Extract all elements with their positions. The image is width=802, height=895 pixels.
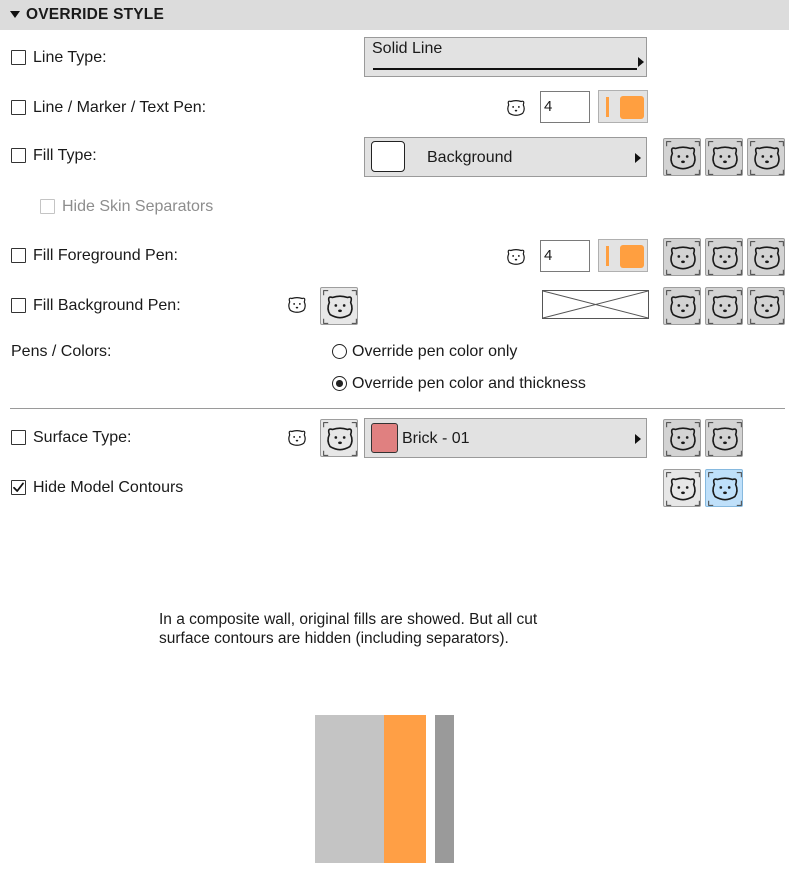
fill-bg-pen-label: Fill Background Pen: <box>33 297 181 314</box>
wall-preview <box>315 715 454 863</box>
bear-toggle-3[interactable] <box>747 138 785 176</box>
hide-contours-checkbox[interactable] <box>11 480 26 495</box>
surface-swatch <box>371 423 398 453</box>
bear-toggle-2[interactable] <box>705 419 743 457</box>
line-type-value: Solid Line <box>372 40 443 57</box>
bear-toggle-2[interactable] <box>705 287 743 325</box>
bear-toggle-1[interactable] <box>663 469 701 507</box>
chevron-right-icon <box>638 57 644 67</box>
hide-contours-label: Hide Model Contours <box>33 479 184 496</box>
bear-toggle-1[interactable] <box>663 419 701 457</box>
bear-toggle[interactable] <box>320 419 358 457</box>
pens-colors-label: Pens / Colors: <box>11 343 112 360</box>
bear-toggle-1[interactable] <box>663 138 701 176</box>
fill-swatch <box>371 141 405 172</box>
bear-face-icon[interactable] <box>503 244 529 270</box>
fill-type-checkbox[interactable] <box>11 148 26 163</box>
note-line-2: surface contours are hidden (including s… <box>159 630 509 647</box>
note-line-1: In a composite wall, original fills are … <box>159 611 538 628</box>
fill-fg-pen-label: Fill Foreground Pen: <box>33 247 178 264</box>
radio-label-color-thickness: Override pen color and thickness <box>352 375 586 392</box>
layer-4 <box>435 715 454 863</box>
fill-bg-pen-checkbox[interactable] <box>11 298 26 313</box>
line-pen-label: Line / Marker / Text Pen: <box>33 99 207 116</box>
surface-type-value: Brick - 01 <box>402 430 470 447</box>
bear-toggle-3[interactable] <box>747 238 785 276</box>
explanation-note: In a composite wall, original fills are … <box>159 610 537 648</box>
triangle-down-icon <box>10 11 20 18</box>
surface-type-checkbox[interactable] <box>11 430 26 445</box>
section-title: OVERRIDE STYLE <box>26 6 165 23</box>
layer-2 <box>384 715 426 863</box>
pen-color-chip <box>620 245 644 268</box>
bear-toggle-2[interactable] <box>705 238 743 276</box>
fill-fg-pen-swatch[interactable] <box>598 239 648 272</box>
fill-fg-pen-checkbox[interactable] <box>11 248 26 263</box>
line-pen-number[interactable]: 4 <box>540 91 590 123</box>
line-sample <box>373 68 637 70</box>
hide-skin-checkbox[interactable] <box>40 199 55 214</box>
pen-thickness-bar <box>606 246 609 266</box>
chevron-right-icon <box>635 434 641 444</box>
radio-label-color-only: Override pen color only <box>352 343 518 360</box>
bear-toggle-3[interactable] <box>747 287 785 325</box>
bear-face-icon[interactable] <box>284 292 310 318</box>
bear-toggle[interactable] <box>320 287 358 325</box>
line-pen-swatch[interactable] <box>598 90 648 123</box>
layer-1 <box>315 715 384 863</box>
line-type-dropdown[interactable]: Solid Line <box>364 37 647 77</box>
fill-fg-pen-number[interactable]: 4 <box>540 240 590 272</box>
bear-toggle-1[interactable] <box>663 238 701 276</box>
bear-face-icon[interactable] <box>503 95 529 121</box>
radio-override-color-thickness[interactable] <box>332 376 347 391</box>
line-pen-checkbox[interactable] <box>11 100 26 115</box>
chevron-right-icon <box>635 153 641 163</box>
pen-thickness-bar <box>606 97 609 117</box>
bear-toggle-2[interactable] <box>705 138 743 176</box>
layer-3 <box>426 715 435 863</box>
radio-override-color-only[interactable] <box>332 344 347 359</box>
bear-toggle-2[interactable] <box>705 469 743 507</box>
line-type-label: Line Type: <box>33 49 107 66</box>
surface-type-label: Surface Type: <box>33 429 132 446</box>
fill-type-dropdown[interactable]: Background <box>364 137 647 177</box>
divider <box>10 408 785 409</box>
fill-type-value: Background <box>427 149 513 166</box>
fill-type-label: Fill Type: <box>33 147 97 164</box>
no-pen-swatch[interactable] <box>542 290 649 319</box>
hide-skin-label: Hide Skin Separators <box>62 198 214 215</box>
bear-toggle-1[interactable] <box>663 287 701 325</box>
checkmark-icon <box>13 482 24 492</box>
line-type-checkbox[interactable] <box>11 50 26 65</box>
pen-color-chip <box>620 96 644 119</box>
section-header[interactable]: OVERRIDE STYLE <box>0 0 789 30</box>
bear-face-icon[interactable] <box>284 425 310 451</box>
surface-type-dropdown[interactable]: Brick - 01 <box>364 418 647 458</box>
